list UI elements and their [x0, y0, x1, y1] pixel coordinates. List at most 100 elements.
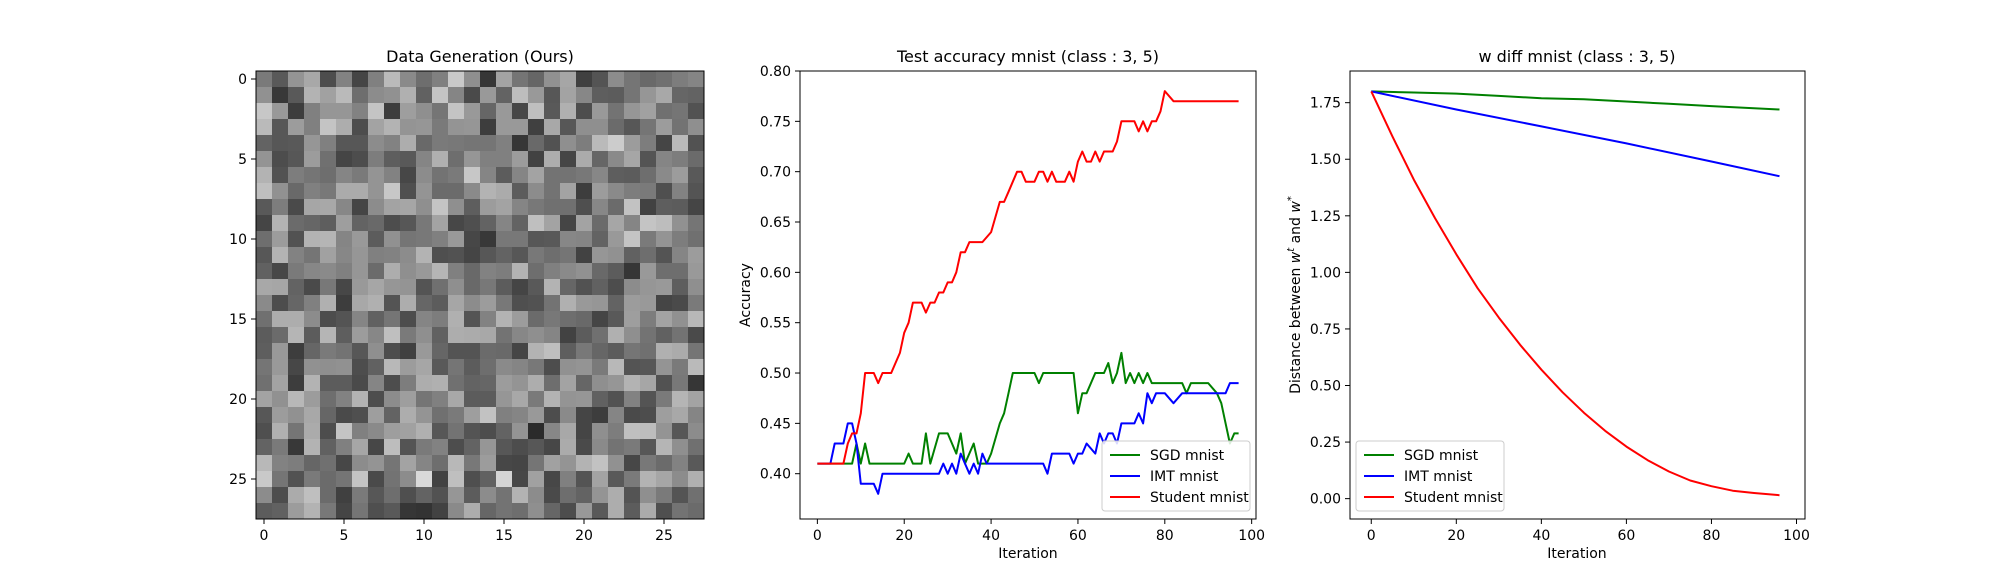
heatmap-cell — [528, 487, 545, 504]
heatmap-cell — [432, 263, 449, 280]
heatmap-cell — [416, 279, 433, 296]
heatmap-cell — [656, 391, 673, 408]
heatmap-cell — [336, 119, 353, 136]
heatmap-cell — [560, 375, 577, 392]
heatmap-cell — [320, 103, 337, 120]
heatmap-cell — [656, 359, 673, 376]
heatmap-cell — [592, 279, 609, 296]
heatmap-cell — [384, 343, 401, 360]
heatmap-cell — [640, 487, 657, 504]
heatmap-cell — [320, 215, 337, 232]
heatmap-cell — [464, 295, 481, 312]
heatmap-cell — [384, 391, 401, 408]
heatmap-cell — [400, 119, 417, 136]
heatmap-cell — [656, 119, 673, 136]
heatmap-cell — [624, 167, 641, 184]
heatmap-cell — [544, 119, 561, 136]
heatmap-cell — [576, 375, 593, 392]
heatmap-cell — [576, 87, 593, 104]
heatmap-cell — [528, 503, 545, 520]
heatmap-cell — [624, 455, 641, 472]
heatmap-cell — [528, 439, 545, 456]
heatmap-cell — [432, 423, 449, 440]
heatmap-cell — [304, 295, 321, 312]
heatmap-cell — [288, 359, 305, 376]
heatmap-cell — [368, 199, 385, 216]
wdiff-legend-box — [1355, 440, 1505, 512]
heatmap-cell — [416, 199, 433, 216]
heatmap-cell — [304, 311, 321, 328]
heatmap-cell — [672, 263, 689, 280]
x-tick-label: 20 — [1447, 528, 1465, 544]
heatmap-cell — [656, 199, 673, 216]
heatmap-cell — [400, 423, 417, 440]
heatmap-cell — [608, 215, 625, 232]
heatmap-cell — [656, 423, 673, 440]
heatmap-cell — [256, 135, 273, 152]
heatmap-cell — [528, 71, 545, 88]
heatmap-cell — [432, 343, 449, 360]
heatmap-cell — [256, 311, 273, 328]
heatmap-cell — [416, 455, 433, 472]
heatmap-cell — [624, 439, 641, 456]
heatmap-cell — [688, 119, 705, 136]
heatmap-cell — [624, 359, 641, 376]
heatmap-cell — [336, 215, 353, 232]
heatmap-cell — [480, 407, 497, 424]
heatmap-cell — [288, 183, 305, 200]
heatmap-cell — [336, 71, 353, 88]
heatmap-cell — [352, 215, 369, 232]
heatmap-cell — [368, 311, 385, 328]
heatmap-cell — [384, 487, 401, 504]
heatmap-cell — [384, 215, 401, 232]
heatmap-cell — [432, 503, 449, 520]
heatmap-cell — [448, 183, 465, 200]
heatmap-cell — [304, 103, 321, 120]
heatmap-cell — [656, 87, 673, 104]
heatmap-cell — [352, 407, 369, 424]
heatmap-cell — [672, 407, 689, 424]
heatmap-cell — [368, 119, 385, 136]
heatmap-cell — [320, 503, 337, 520]
heatmap-cell — [576, 311, 593, 328]
heatmap-cell — [256, 231, 273, 248]
heatmap-cell — [320, 407, 337, 424]
heatmap-cell — [368, 167, 385, 184]
heatmap-cell — [272, 119, 289, 136]
heatmap-cell — [512, 247, 529, 264]
heatmap-cell — [608, 103, 625, 120]
heatmap-cell — [448, 487, 465, 504]
heatmap-cell — [336, 439, 353, 456]
heatmap-cell — [608, 375, 625, 392]
heatmap-cell — [288, 279, 305, 296]
heatmap-cell — [320, 423, 337, 440]
heatmap-cell — [592, 231, 609, 248]
heatmap-cell — [256, 343, 273, 360]
heatmap-cell — [624, 215, 641, 232]
wdiff-legend: SGD mnist IMT mnist Student mnist — [1355, 440, 1505, 512]
heatmap-cell — [656, 439, 673, 456]
heatmap-cell — [576, 247, 593, 264]
heatmap-cell — [352, 439, 369, 456]
heatmap-cell — [256, 263, 273, 280]
heatmap-cell — [672, 183, 689, 200]
heatmap-cell — [544, 71, 561, 88]
heatmap-cell — [368, 439, 385, 456]
heatmap-cell — [688, 455, 705, 472]
heatmap-cell — [272, 487, 289, 504]
y-tick-label: 0.75 — [760, 114, 791, 130]
heatmap-cell — [512, 391, 529, 408]
heatmap-cell — [688, 439, 705, 456]
heatmap-cell — [512, 423, 529, 440]
wdiff-title: w diff mnist (class : 3, 5) — [1478, 47, 1675, 66]
heatmap-cell — [688, 311, 705, 328]
heatmap-cell — [288, 327, 305, 344]
heatmap-cell — [592, 167, 609, 184]
heatmap-cell — [288, 311, 305, 328]
heatmap-cell — [336, 343, 353, 360]
heatmap-cell — [384, 279, 401, 296]
heatmap-cell — [320, 359, 337, 376]
heatmap-cell — [624, 311, 641, 328]
heatmap-cell — [560, 471, 577, 488]
heatmap-cell — [592, 103, 609, 120]
